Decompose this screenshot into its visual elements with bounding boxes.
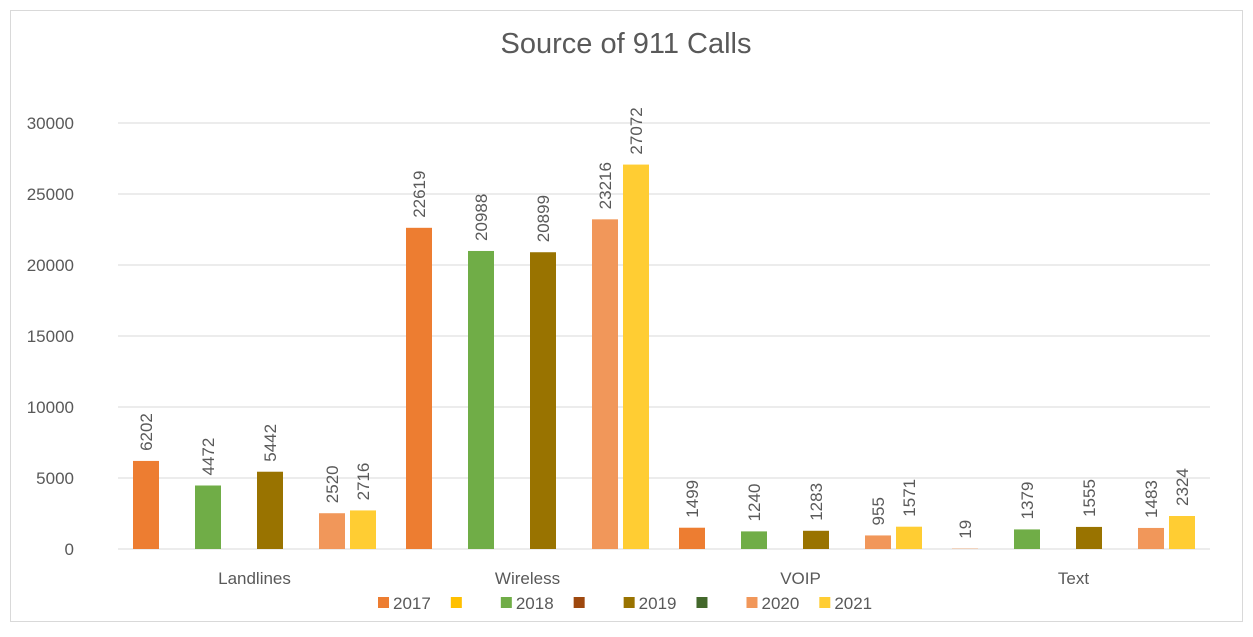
data-label: 1499 bbox=[683, 480, 702, 518]
data-label: 23216 bbox=[596, 162, 615, 209]
bar bbox=[741, 531, 767, 549]
legend-swatch bbox=[696, 597, 707, 608]
legend-label: 2021 bbox=[834, 594, 872, 613]
bar bbox=[803, 531, 829, 549]
data-label: 2520 bbox=[323, 465, 342, 503]
data-label: 22619 bbox=[410, 171, 429, 218]
x-tick-label: Landlines bbox=[218, 569, 291, 588]
legend-label: 2019 bbox=[639, 594, 677, 613]
bar bbox=[350, 510, 376, 549]
x-tick-label: Text bbox=[1058, 569, 1089, 588]
bar bbox=[1076, 527, 1102, 549]
bar bbox=[865, 535, 891, 549]
data-label: 955 bbox=[869, 497, 888, 525]
bar bbox=[530, 252, 556, 549]
x-tick-label: Wireless bbox=[495, 569, 560, 588]
data-label: 1483 bbox=[1142, 480, 1161, 518]
bar bbox=[623, 165, 649, 549]
data-label: 27072 bbox=[627, 107, 646, 154]
data-label: 1283 bbox=[807, 483, 826, 521]
y-tick-label: 10000 bbox=[27, 398, 74, 417]
legend-label: 2017 bbox=[393, 594, 431, 613]
bar bbox=[468, 251, 494, 549]
chart-title: Source of 911 Calls bbox=[501, 28, 752, 60]
bar bbox=[406, 228, 432, 549]
data-label: 20988 bbox=[472, 194, 491, 241]
y-tick-label: 15000 bbox=[27, 327, 74, 346]
y-tick-label: 5000 bbox=[36, 469, 74, 488]
legend-swatch bbox=[451, 597, 462, 608]
bar bbox=[319, 513, 345, 549]
legend-swatch bbox=[574, 597, 585, 608]
data-label: 4472 bbox=[199, 438, 218, 476]
bar bbox=[1169, 516, 1195, 549]
bar bbox=[1138, 528, 1164, 549]
bar bbox=[133, 461, 159, 549]
bar bbox=[195, 485, 221, 549]
data-label: 2324 bbox=[1173, 468, 1192, 506]
data-label: 1555 bbox=[1080, 479, 1099, 517]
y-tick-label: 25000 bbox=[27, 185, 74, 204]
legend-swatch bbox=[501, 597, 512, 608]
y-tick-label: 30000 bbox=[27, 114, 74, 133]
bar bbox=[679, 528, 705, 549]
legend-label: 2018 bbox=[516, 594, 554, 613]
legend-swatch bbox=[746, 597, 757, 608]
y-tick-label: 0 bbox=[65, 540, 74, 559]
data-label: 2716 bbox=[354, 463, 373, 501]
data-label: 20899 bbox=[534, 195, 553, 242]
data-label: 6202 bbox=[137, 413, 156, 451]
data-label: 1379 bbox=[1018, 482, 1037, 520]
legend-label: 2020 bbox=[761, 594, 799, 613]
legend-swatch bbox=[624, 597, 635, 608]
data-label: 1571 bbox=[900, 479, 919, 517]
bar bbox=[896, 527, 922, 549]
legend-swatch bbox=[819, 597, 830, 608]
bar bbox=[257, 472, 283, 549]
bar bbox=[1014, 529, 1040, 549]
y-tick-label: 20000 bbox=[27, 256, 74, 275]
data-label: 1240 bbox=[745, 484, 764, 522]
x-tick-label: VOIP bbox=[780, 569, 821, 588]
data-label: 5442 bbox=[261, 424, 280, 462]
data-label: 19 bbox=[956, 520, 975, 539]
legend-swatch bbox=[378, 597, 389, 608]
bar bbox=[592, 219, 618, 549]
